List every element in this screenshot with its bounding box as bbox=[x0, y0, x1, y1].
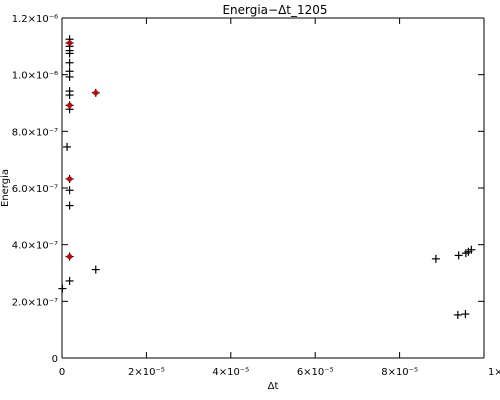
chart-title: Energia−Δt_1205 bbox=[222, 3, 327, 17]
x-tick-label: 4×10⁻⁵ bbox=[212, 367, 249, 378]
x-tick-label: 0 bbox=[59, 367, 65, 378]
data-point-plus bbox=[467, 245, 476, 254]
y-tick-label: 4.0×10⁻⁷ bbox=[12, 241, 58, 252]
ticks: 0 2×10⁻⁵ 4×10⁻⁵ 6×10⁻⁵ 8×10⁻⁵ 1×10⁻⁴ 0 2.0×10⁻⁷… bbox=[12, 14, 500, 378]
axes bbox=[61, 17, 485, 359]
data-point-plus bbox=[65, 67, 74, 76]
data-point-plus bbox=[63, 142, 72, 151]
y-tick-label: 0 bbox=[52, 354, 58, 365]
y-axis-label: Energia bbox=[0, 169, 11, 207]
data-point-plus bbox=[91, 265, 100, 274]
data-point-plus bbox=[65, 58, 74, 67]
data-point-dot bbox=[66, 176, 73, 182]
x-tick-label: 8×10⁻⁵ bbox=[381, 367, 418, 378]
x-tick-label: 1×10⁻⁴ bbox=[488, 367, 500, 378]
y-tick-label: 8.0×10⁻⁷ bbox=[12, 127, 58, 138]
x-tick-label: 2×10⁻⁵ bbox=[128, 367, 165, 378]
data-point-dot bbox=[66, 40, 73, 46]
x-tick-label: 6×10⁻⁵ bbox=[297, 367, 334, 378]
y-tick-label: 2.0×10⁻⁷ bbox=[12, 297, 58, 308]
y-tick-label: 6.0×10⁻⁷ bbox=[12, 184, 58, 195]
data-point-plus bbox=[454, 251, 463, 260]
data-marks bbox=[58, 35, 476, 319]
data-point-plus bbox=[65, 186, 74, 195]
x-axis-label: Δt bbox=[268, 381, 279, 392]
data-point-plus bbox=[453, 310, 462, 319]
data-point-plus bbox=[65, 87, 74, 96]
data-point-plus bbox=[58, 284, 67, 293]
data-point-plus bbox=[65, 201, 74, 210]
data-point-dot bbox=[93, 90, 99, 96]
data-point-dot bbox=[66, 253, 73, 260]
data-point-plus bbox=[431, 254, 440, 263]
y-tick-label: 1.2×10⁻⁶ bbox=[12, 14, 58, 25]
data-point-plus bbox=[461, 310, 470, 319]
data-point-dot bbox=[66, 102, 73, 108]
y-tick-label: 1.0×10⁻⁶ bbox=[12, 71, 58, 82]
data-point-plus bbox=[65, 276, 74, 285]
